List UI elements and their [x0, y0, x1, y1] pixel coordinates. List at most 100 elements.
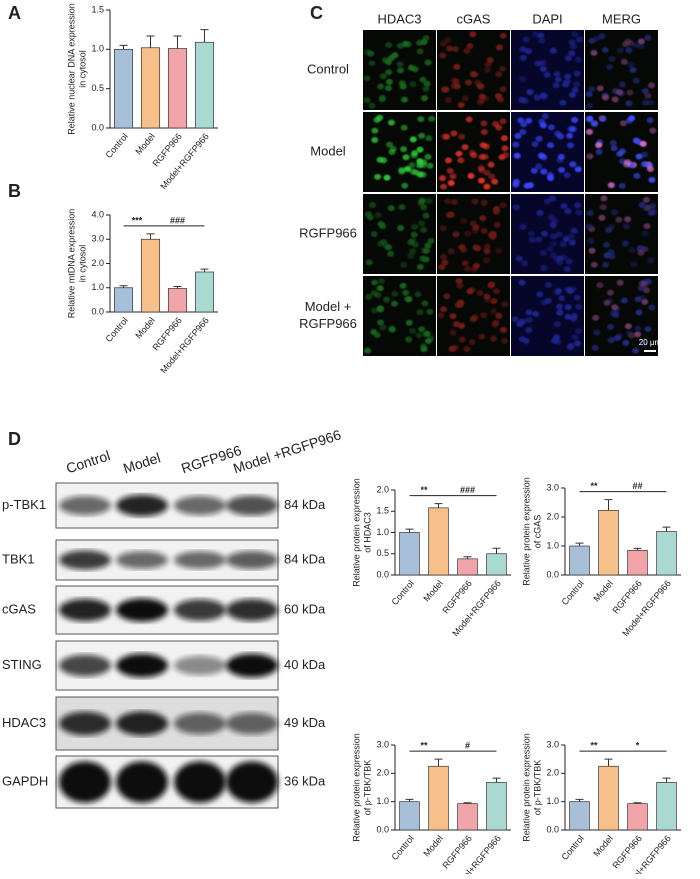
x-tick-label: Model [133, 131, 156, 156]
cell [453, 321, 461, 328]
cell [474, 245, 482, 252]
band [226, 495, 278, 516]
cell [458, 336, 466, 343]
cell [458, 133, 466, 140]
cell [422, 331, 430, 338]
cell [468, 339, 476, 346]
band [59, 654, 111, 677]
cell [553, 71, 561, 78]
cell [387, 119, 395, 126]
cell [444, 97, 452, 104]
cell [492, 288, 500, 295]
cell [599, 115, 607, 122]
cell [564, 313, 572, 320]
cell [616, 332, 624, 339]
cell [500, 326, 508, 333]
cell [424, 59, 432, 66]
bar [486, 553, 507, 576]
cell [512, 204, 520, 211]
cell [566, 142, 574, 149]
image-tile [363, 276, 436, 356]
cell [647, 99, 655, 106]
cell [622, 339, 630, 346]
cell [519, 76, 527, 83]
band [226, 551, 278, 569]
cell [417, 199, 425, 206]
cell [478, 153, 486, 160]
cell [539, 249, 547, 256]
cell [451, 344, 459, 351]
band-name: cGAS [2, 601, 36, 616]
cell [483, 257, 491, 264]
cell [457, 299, 465, 306]
cell [456, 282, 464, 289]
bar [569, 801, 590, 831]
panel-label: D [8, 429, 21, 449]
cell [416, 48, 424, 55]
bar [194, 271, 215, 313]
cell [562, 81, 570, 88]
cell [409, 81, 417, 88]
cell [511, 316, 519, 323]
cell [574, 202, 582, 209]
cell [522, 36, 530, 43]
cell [495, 124, 503, 131]
bar [428, 507, 449, 576]
cell [573, 70, 581, 77]
cell [519, 223, 527, 230]
cell [495, 312, 503, 319]
band [59, 598, 111, 622]
cell [512, 141, 520, 148]
cell [644, 325, 652, 332]
cells [439, 31, 507, 108]
band [174, 761, 226, 803]
error-bar [604, 758, 613, 767]
scale-bar-label: 20 μm [639, 338, 662, 347]
cell [525, 309, 533, 316]
error-bar [604, 499, 613, 511]
panel-label: C [310, 3, 323, 23]
cell [538, 37, 546, 44]
cell [440, 254, 448, 261]
cell [484, 296, 492, 303]
error-bar [173, 35, 182, 49]
y-axis-label: Relative protein expression [521, 733, 531, 842]
cell [363, 97, 371, 104]
cell [442, 86, 450, 93]
cell [527, 230, 535, 237]
cell [576, 36, 584, 43]
cell [559, 241, 567, 248]
cell [377, 306, 385, 313]
cell [445, 211, 453, 218]
cell [370, 231, 378, 238]
cell [398, 204, 406, 211]
cell [644, 92, 652, 99]
y-axis-label: of p-TBK/TBK [532, 760, 542, 816]
cell [564, 304, 572, 311]
row-label: Model + [305, 299, 352, 314]
error-bar [463, 802, 472, 804]
cell [376, 319, 384, 326]
cell [628, 247, 636, 254]
cell [495, 247, 503, 254]
y-tick-label: 4.0 [91, 209, 104, 219]
bar [627, 803, 648, 831]
cell [408, 162, 416, 169]
cell [519, 46, 527, 53]
cell [420, 38, 428, 45]
cell [480, 312, 488, 319]
band-size: 84 kDa [284, 551, 326, 566]
cell [376, 285, 384, 292]
significance-label: ** [590, 741, 598, 751]
y-axis-label: in cytosol [77, 245, 87, 283]
y-tick-label: 1.0 [376, 527, 389, 537]
band [226, 761, 278, 803]
cell [624, 323, 632, 330]
cell [478, 333, 486, 340]
cell [550, 233, 558, 240]
cell [523, 182, 531, 189]
y-tick-label: 1.0 [546, 540, 559, 550]
band [174, 655, 226, 676]
cell [632, 347, 640, 354]
cell [569, 161, 577, 168]
